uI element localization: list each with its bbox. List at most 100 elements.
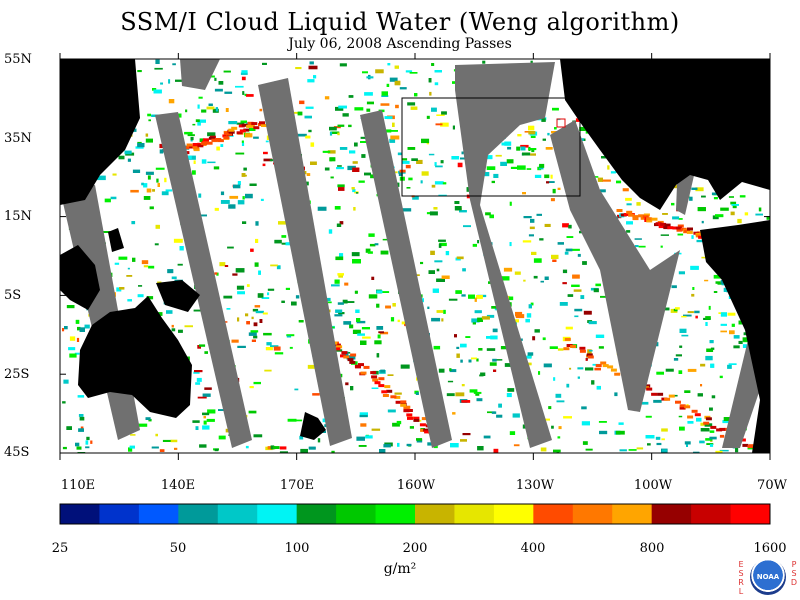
cloud-water-cell — [380, 369, 385, 373]
cloud-water-cell — [339, 221, 344, 225]
cloud-water-cell — [241, 70, 248, 74]
cloud-water-cell — [392, 122, 395, 127]
cloud-water-cell — [687, 227, 693, 231]
cloud-water-cell — [571, 284, 580, 287]
cloud-water-cell — [439, 242, 447, 247]
cloud-water-cell — [259, 108, 263, 112]
cloud-water-cell — [705, 355, 713, 361]
cloud-water-cell — [545, 147, 553, 150]
cloud-water-cell — [709, 407, 713, 411]
cloud-water-cell — [307, 364, 316, 369]
cloud-water-cell — [382, 238, 389, 241]
cloud-water-cell — [733, 345, 740, 349]
cloud-water-cell — [708, 305, 711, 310]
cloud-water-cell — [400, 400, 407, 404]
cloud-water-cell — [187, 155, 196, 160]
cloud-water-cell — [195, 382, 201, 385]
cloud-water-cell — [390, 135, 400, 140]
cloud-water-cell — [306, 173, 311, 176]
cloud-water-cell — [218, 409, 225, 411]
cloud-water-cell — [766, 216, 770, 220]
cloud-water-cell — [691, 293, 695, 297]
cloud-water-cell — [732, 205, 737, 209]
cloud-water-cell — [486, 336, 492, 339]
cloud-water-cell — [77, 395, 85, 398]
cloud-water-cell — [699, 440, 705, 444]
cloud-water-cell — [709, 340, 714, 344]
cloud-water-cell — [195, 119, 200, 123]
cloud-water-cell — [552, 107, 559, 111]
cloud-water-cell — [68, 347, 76, 351]
map-title: SSM/I Cloud Liquid Water (Weng algorithm… — [120, 8, 680, 36]
cloud-water-cell — [507, 388, 515, 392]
cloud-water-cell — [310, 161, 317, 165]
cloud-water-cell — [334, 206, 341, 210]
cloud-water-cell — [193, 148, 200, 152]
cloud-water-cell — [632, 217, 639, 221]
cloud-water-cell — [148, 119, 151, 122]
cloud-water-cell — [483, 435, 491, 439]
cloud-water-cell — [434, 82, 439, 86]
cloud-water-cell — [713, 274, 721, 279]
cloud-water-cell — [177, 263, 183, 266]
cloud-water-cell — [719, 449, 729, 452]
cloud-water-cell — [551, 425, 554, 429]
cloud-water-cell — [577, 367, 584, 370]
cloud-water-cell — [258, 270, 261, 275]
cloud-water-cell — [146, 296, 154, 300]
cloud-water-cell — [281, 300, 285, 303]
cloud-water-cell — [664, 397, 671, 401]
cloud-water-cell — [159, 149, 164, 154]
cloud-water-cell — [214, 448, 219, 452]
cloud-water-cell — [454, 206, 462, 211]
cloud-water-cell — [541, 118, 546, 122]
cloud-water-cell — [159, 449, 165, 452]
cloud-water-cell — [188, 145, 195, 149]
cloud-water-cell — [278, 221, 287, 225]
cloud-water-cell — [245, 313, 249, 317]
cloud-water-cell — [66, 426, 72, 430]
cloud-water-cell — [644, 384, 651, 388]
cloud-water-cell — [622, 188, 629, 192]
cloud-water-cell — [118, 155, 125, 160]
cloud-water-cell — [203, 420, 207, 425]
lon-label-110e: 110E — [60, 478, 96, 493]
cloud-water-cell — [544, 276, 549, 280]
cloud-water-cell — [709, 436, 717, 440]
cloud-water-cell — [626, 203, 632, 206]
cloud-water-cell — [361, 327, 370, 330]
cloud-water-cell — [601, 156, 607, 159]
cloud-water-cell — [436, 268, 440, 272]
cloud-water-cell — [330, 131, 340, 134]
cloud-water-cell — [371, 375, 378, 379]
cloud-water-cell — [585, 448, 593, 451]
cloud-water-cell — [261, 297, 270, 299]
cloud-water-cell — [85, 440, 89, 445]
cloud-water-cell — [540, 280, 544, 283]
cloud-water-cell — [353, 207, 356, 211]
cloud-water-cell — [237, 345, 246, 348]
cloud-water-cell — [494, 359, 503, 361]
cloud-water-cell — [362, 336, 371, 339]
cloud-water-cell — [354, 142, 358, 147]
cloud-water-cell — [145, 417, 151, 420]
cloud-water-cell — [477, 446, 484, 451]
cloud-water-cell — [475, 393, 480, 396]
cloud-water-cell — [202, 393, 211, 397]
cloud-water-cell — [461, 400, 471, 403]
cloud-water-cell — [270, 264, 278, 267]
cloud-water-cell — [237, 200, 245, 205]
cloud-water-cell — [298, 320, 304, 323]
cloud-water-cell — [434, 181, 444, 185]
cloud-water-cell — [342, 299, 348, 304]
cloud-water-cell — [577, 376, 580, 379]
cloud-water-cell — [118, 256, 128, 260]
cloud-water-cell — [628, 449, 637, 451]
cloud-water-cell — [491, 180, 495, 184]
cloud-water-cell — [200, 214, 207, 217]
cloud-water-cell — [696, 239, 705, 243]
cloud-water-cell — [172, 63, 176, 66]
cloud-water-cell — [545, 418, 550, 421]
cloud-water-cell — [338, 105, 347, 109]
cloud-water-cell — [274, 352, 284, 355]
